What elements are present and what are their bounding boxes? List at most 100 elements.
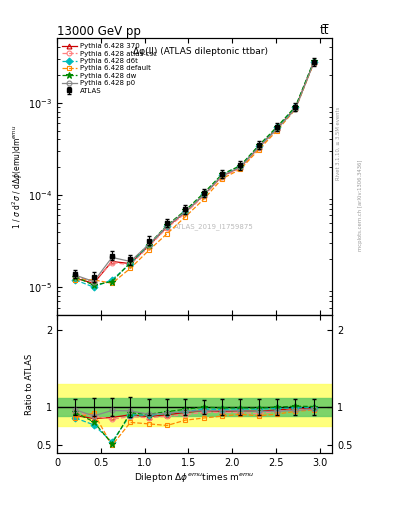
Pythia 6.428 370 (128, 261, 133, 267)
Pythia 6.428 d6t (275, 124, 279, 131)
Pythia 6.428 default (73, 277, 78, 283)
Line: Pythia 6.428 p0: Pythia 6.428 p0 (73, 60, 316, 284)
Pythia 6.428 p0 (110, 254, 114, 261)
Pythia 6.428 d6t (165, 223, 169, 229)
Pythia 6.428 d6t (201, 191, 206, 197)
Pythia 6.428 atlas-csc (293, 105, 298, 112)
Pythia 6.428 dw (146, 242, 151, 248)
Pythia 6.428 atlas-csc (201, 193, 206, 199)
Text: 13000 GeV pp: 13000 GeV pp (57, 26, 141, 38)
Pythia 6.428 p0 (73, 272, 78, 278)
Pythia 6.428 370 (275, 125, 279, 131)
Pythia 6.428 370 (256, 144, 261, 150)
Pythia 6.428 370 (165, 224, 169, 230)
Pythia 6.428 d6t (73, 277, 78, 283)
Line: Pythia 6.428 dw: Pythia 6.428 dw (72, 58, 317, 289)
Text: Rivet 3.1.10, ≥ 3.5M events: Rivet 3.1.10, ≥ 3.5M events (336, 106, 341, 180)
X-axis label: Dilepton $\Delta\phi^{emu}$times m$^{emu}$: Dilepton $\Delta\phi^{emu}$times m$^{emu… (134, 471, 255, 484)
Pythia 6.428 dw (201, 190, 206, 196)
Pythia 6.428 atlas-csc (256, 145, 261, 152)
Pythia 6.428 370 (110, 259, 114, 265)
Pythia 6.428 d6t (293, 104, 298, 111)
Pythia 6.428 p0 (183, 208, 188, 215)
Line: Pythia 6.428 atlas-csc: Pythia 6.428 atlas-csc (73, 60, 316, 284)
Pythia 6.428 d6t (128, 261, 133, 267)
Pythia 6.428 370 (73, 275, 78, 281)
Pythia 6.428 p0 (311, 60, 316, 66)
Pythia 6.428 d6t (146, 242, 151, 248)
Pythia 6.428 default (256, 146, 261, 153)
Pythia 6.428 default (91, 277, 96, 283)
Text: mcplots.cern.ch [arXiv:1306.3436]: mcplots.cern.ch [arXiv:1306.3436] (358, 159, 363, 250)
Pythia 6.428 dw (73, 273, 78, 280)
Pythia 6.428 dw (256, 142, 261, 148)
Bar (57, 398, 332, 416)
Pythia 6.428 atlas-csc (73, 273, 78, 280)
Line: Pythia 6.428 default: Pythia 6.428 default (73, 60, 316, 286)
Pythia 6.428 default (183, 214, 188, 220)
Pythia 6.428 default (201, 196, 206, 202)
Pythia 6.428 dw (275, 124, 279, 130)
Legend: Pythia 6.428 370, Pythia 6.428 atlas-csc, Pythia 6.428 d6t, Pythia 6.428 default: Pythia 6.428 370, Pythia 6.428 atlas-csc… (60, 41, 159, 96)
Pythia 6.428 default (293, 106, 298, 113)
Pythia 6.428 p0 (238, 164, 243, 170)
Pythia 6.428 dw (293, 103, 298, 110)
Pythia 6.428 dw (165, 222, 169, 228)
Pythia 6.428 atlas-csc (311, 60, 316, 66)
Pythia 6.428 d6t (220, 172, 224, 178)
Text: tt̅: tt̅ (320, 24, 329, 37)
Pythia 6.428 default (275, 127, 279, 134)
Pythia 6.428 p0 (275, 126, 279, 132)
Pythia 6.428 atlas-csc (91, 279, 96, 285)
Pythia 6.428 370 (220, 173, 224, 179)
Pythia 6.428 default (238, 166, 243, 173)
Pythia 6.428 p0 (256, 144, 261, 150)
Pythia 6.428 default (146, 247, 151, 253)
Pythia 6.428 370 (201, 192, 206, 198)
Pythia 6.428 dw (110, 279, 114, 285)
Pythia 6.428 370 (146, 243, 151, 249)
Bar (57, 384, 332, 426)
Pythia 6.428 370 (91, 280, 96, 286)
Pythia 6.428 atlas-csc (146, 244, 151, 250)
Pythia 6.428 d6t (311, 59, 316, 65)
Pythia 6.428 dw (311, 58, 316, 65)
Pythia 6.428 d6t (183, 208, 188, 215)
Pythia 6.428 d6t (238, 163, 243, 169)
Pythia 6.428 default (220, 176, 224, 182)
Pythia 6.428 d6t (256, 143, 261, 149)
Pythia 6.428 dw (91, 282, 96, 288)
Text: ATLAS_2019_I1759875: ATLAS_2019_I1759875 (174, 223, 253, 230)
Pythia 6.428 p0 (293, 106, 298, 112)
Pythia 6.428 atlas-csc (275, 126, 279, 132)
Y-axis label: 1 / $\sigma$ d$^2\sigma$ / d$\Delta\phi$(emu)dm$^{emu}$: 1 / $\sigma$ d$^2\sigma$ / d$\Delta\phi$… (11, 124, 25, 229)
Pythia 6.428 atlas-csc (165, 225, 169, 231)
Y-axis label: Ratio to ATLAS: Ratio to ATLAS (25, 353, 34, 415)
Pythia 6.428 p0 (128, 259, 133, 265)
Pythia 6.428 default (165, 230, 169, 237)
Pythia 6.428 dw (220, 171, 224, 177)
Line: Pythia 6.428 d6t: Pythia 6.428 d6t (73, 59, 316, 290)
Pythia 6.428 370 (183, 209, 188, 215)
Pythia 6.428 atlas-csc (220, 174, 224, 180)
Pythia 6.428 default (128, 265, 133, 271)
Pythia 6.428 default (311, 60, 316, 66)
Pythia 6.428 370 (293, 105, 298, 111)
Pythia 6.428 p0 (201, 192, 206, 198)
Pythia 6.428 atlas-csc (183, 210, 188, 217)
Pythia 6.428 default (110, 280, 114, 286)
Pythia 6.428 d6t (91, 284, 96, 290)
Pythia 6.428 370 (311, 59, 316, 66)
Pythia 6.428 atlas-csc (128, 262, 133, 268)
Text: Δφ(ll) (ATLAS dileptonic ttbar): Δφ(ll) (ATLAS dileptonic ttbar) (132, 47, 268, 56)
Pythia 6.428 atlas-csc (110, 260, 114, 266)
Pythia 6.428 atlas-csc (238, 165, 243, 172)
Pythia 6.428 dw (183, 207, 188, 214)
Pythia 6.428 p0 (220, 173, 224, 179)
Pythia 6.428 370 (238, 164, 243, 170)
Pythia 6.428 p0 (91, 279, 96, 285)
Pythia 6.428 p0 (146, 242, 151, 248)
Pythia 6.428 d6t (110, 277, 114, 283)
Line: Pythia 6.428 370: Pythia 6.428 370 (73, 60, 316, 286)
Pythia 6.428 p0 (165, 223, 169, 229)
